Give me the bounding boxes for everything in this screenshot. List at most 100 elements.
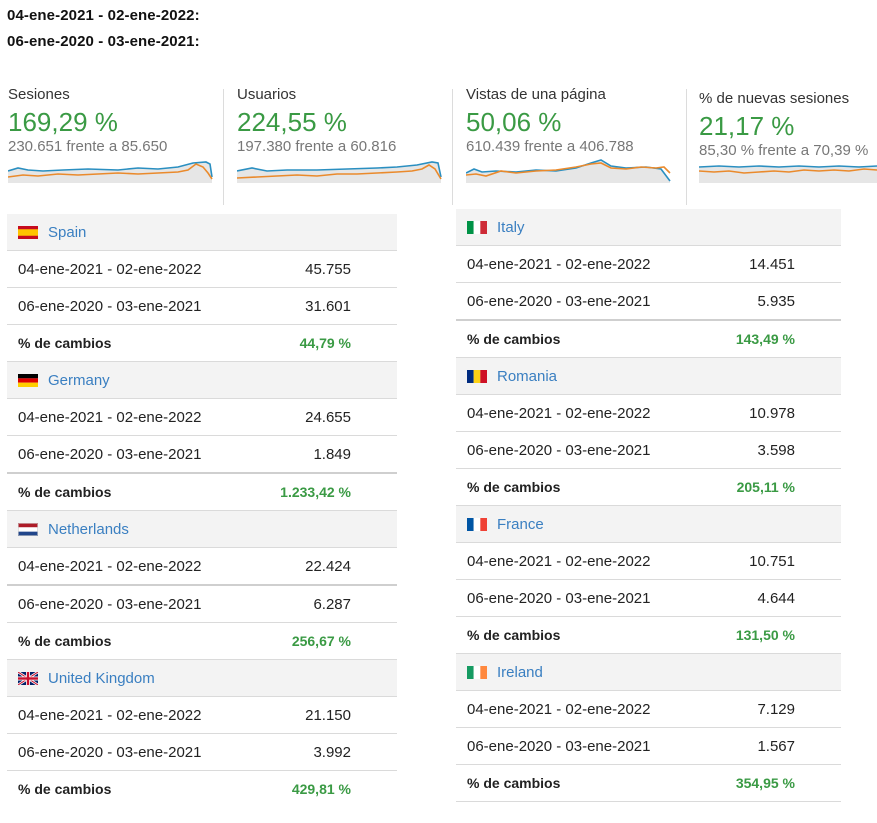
country-table-left: Spain 04-ene-2021 - 02-ene-2022 45.755 06… bbox=[7, 214, 397, 807]
country-header-france[interactable]: France bbox=[456, 506, 841, 543]
change-value: 429,81 % bbox=[291, 781, 351, 797]
metric-label: % de nuevas sesiones bbox=[699, 90, 850, 107]
uk-flag-icon bbox=[18, 671, 38, 685]
row-label: 04-ene-2021 - 02-ene-2022 bbox=[18, 557, 202, 575]
table-row: 06-ene-2020 - 03-ene-2021 4.644 bbox=[456, 580, 841, 617]
metric-sessions[interactable]: Sesiones 169,29 % 230.651 frente a 85.65… bbox=[8, 86, 213, 206]
row-value: 10.978 bbox=[749, 404, 795, 422]
row-label: 06-ene-2020 - 03-ene-2021 bbox=[18, 445, 202, 463]
table-row: 04-ene-2021 - 02-ene-2022 21.150 bbox=[7, 697, 397, 734]
row-value: 3.598 bbox=[757, 441, 795, 459]
row-label: 06-ene-2020 - 03-ene-2021 bbox=[18, 595, 202, 613]
metric-pageviews[interactable]: Vistas de una página 50,06 % 610.439 fre… bbox=[466, 86, 671, 206]
row-value: 45.755 bbox=[305, 260, 351, 278]
country-header-spain[interactable]: Spain bbox=[7, 214, 397, 251]
metric-label: Sesiones bbox=[8, 86, 70, 103]
row-label: 04-ene-2021 - 02-ene-2022 bbox=[467, 552, 651, 570]
change-value: 205,11 % bbox=[736, 479, 795, 495]
row-value: 6.287 bbox=[313, 595, 351, 613]
change-value: 44,79 % bbox=[299, 335, 351, 351]
change-value: 131,50 % bbox=[735, 627, 795, 643]
row-value: 31.601 bbox=[305, 297, 351, 315]
table-row: 04-ene-2021 - 02-ene-2022 45.755 bbox=[7, 251, 397, 288]
country-table-right: Italy 04-ene-2021 - 02-ene-2022 14.451 06… bbox=[456, 209, 841, 802]
row-label: % de cambios bbox=[18, 633, 112, 649]
table-row: 04-ene-2021 - 02-ene-2022 7.129 bbox=[456, 691, 841, 728]
row-label: 04-ene-2021 - 02-ene-2022 bbox=[467, 700, 651, 718]
change-row: % de cambios 1.233,42 % bbox=[7, 474, 397, 511]
metric-compare: 230.651 frente a 85.650 bbox=[8, 138, 168, 155]
country-header-ireland[interactable]: Ireland bbox=[456, 654, 841, 691]
row-value: 4.644 bbox=[757, 589, 795, 607]
country-name: Ireland bbox=[497, 663, 543, 681]
row-label: % de cambios bbox=[18, 484, 112, 500]
new-sessions-sparkline bbox=[699, 165, 877, 183]
row-value: 22.424 bbox=[305, 557, 351, 575]
country-header-united-kingdom[interactable]: United Kingdom bbox=[7, 660, 397, 697]
metric-label: Usuarios bbox=[237, 86, 297, 103]
row-label: % de cambios bbox=[467, 775, 561, 791]
row-label: 06-ene-2020 - 03-ene-2021 bbox=[18, 743, 202, 761]
metric-divider bbox=[686, 89, 687, 205]
change-row: % de cambios 205,11 % bbox=[456, 469, 841, 506]
country-name: Netherlands bbox=[48, 520, 129, 538]
table-row: 06-ene-2020 - 03-ene-2021 1.849 bbox=[7, 436, 397, 474]
row-value: 10.751 bbox=[749, 552, 795, 570]
country-header-germany[interactable]: Germany bbox=[7, 362, 397, 399]
change-row: % de cambios 44,79 % bbox=[7, 325, 397, 362]
change-row: % de cambios 131,50 % bbox=[456, 617, 841, 654]
table-row: 04-ene-2021 - 02-ene-2022 14.451 bbox=[456, 246, 841, 283]
row-label: 04-ene-2021 - 02-ene-2022 bbox=[18, 260, 202, 278]
row-label: 04-ene-2021 - 02-ene-2022 bbox=[467, 255, 651, 273]
table-row: 06-ene-2020 - 03-ene-2021 3.598 bbox=[456, 432, 841, 469]
country-name: United Kingdom bbox=[48, 669, 155, 687]
row-label: 04-ene-2021 - 02-ene-2022 bbox=[18, 408, 202, 426]
row-value: 5.935 bbox=[757, 292, 795, 310]
country-header-romania[interactable]: Romania bbox=[456, 358, 841, 395]
metric-change: 224,55 % bbox=[237, 107, 347, 137]
row-label: 06-ene-2020 - 03-ene-2021 bbox=[467, 589, 651, 607]
germany-flag-icon bbox=[18, 373, 38, 387]
change-value: 1.233,42 % bbox=[280, 484, 351, 500]
country-header-netherlands[interactable]: Netherlands bbox=[7, 511, 397, 548]
row-label: % de cambios bbox=[18, 781, 112, 797]
row-label: % de cambios bbox=[467, 479, 561, 495]
netherlands-flag-icon bbox=[18, 522, 38, 536]
row-label: 06-ene-2020 - 03-ene-2021 bbox=[467, 292, 651, 310]
table-row: 06-ene-2020 - 03-ene-2021 6.287 bbox=[7, 586, 397, 623]
table-row: 04-ene-2021 - 02-ene-2022 22.424 bbox=[7, 548, 397, 586]
row-value: 7.129 bbox=[757, 700, 795, 718]
table-row: 04-ene-2021 - 02-ene-2022 24.655 bbox=[7, 399, 397, 436]
metric-new-sessions[interactable]: % de nuevas sesiones 21,17 % 85,30 % fre… bbox=[699, 90, 877, 210]
row-value: 14.451 bbox=[749, 255, 795, 273]
metric-divider bbox=[452, 89, 453, 205]
row-label: % de cambios bbox=[467, 331, 561, 347]
row-label: 06-ene-2020 - 03-ene-2021 bbox=[467, 441, 651, 459]
france-flag-icon bbox=[467, 517, 487, 531]
row-label: 06-ene-2020 - 03-ene-2021 bbox=[18, 297, 202, 315]
metric-compare: 85,30 % frente a 70,39 % bbox=[699, 142, 869, 159]
row-label: % de cambios bbox=[467, 627, 561, 643]
spain-flag-icon bbox=[18, 225, 38, 239]
metric-users[interactable]: Usuarios 224,55 % 197.380 frente a 60.81… bbox=[237, 86, 442, 206]
table-row: 06-ene-2020 - 03-ene-2021 3.992 bbox=[7, 734, 397, 771]
country-name: France bbox=[497, 515, 544, 533]
metric-compare: 197.380 frente a 60.816 bbox=[237, 138, 397, 155]
row-value: 21.150 bbox=[305, 706, 351, 724]
country-name: Italy bbox=[497, 218, 525, 236]
sessions-sparkline bbox=[8, 161, 213, 183]
table-row: 06-ene-2020 - 03-ene-2021 31.601 bbox=[7, 288, 397, 325]
table-row: 06-ene-2020 - 03-ene-2021 1.567 bbox=[456, 728, 841, 765]
metric-compare: 610.439 frente a 406.788 bbox=[466, 138, 634, 155]
italy-flag-icon bbox=[467, 220, 487, 234]
row-label: 04-ene-2021 - 02-ene-2022 bbox=[18, 706, 202, 724]
change-row: % de cambios 256,67 % bbox=[7, 623, 397, 660]
metric-change: 50,06 % bbox=[466, 107, 562, 137]
country-header-italy[interactable]: Italy bbox=[456, 209, 841, 246]
country-name: Spain bbox=[48, 223, 87, 241]
row-label: 06-ene-2020 - 03-ene-2021 bbox=[467, 737, 651, 755]
metric-change: 169,29 % bbox=[8, 107, 118, 137]
pageviews-sparkline bbox=[466, 159, 671, 183]
change-row: % de cambios 429,81 % bbox=[7, 771, 397, 807]
row-label: 04-ene-2021 - 02-ene-2022 bbox=[467, 404, 651, 422]
